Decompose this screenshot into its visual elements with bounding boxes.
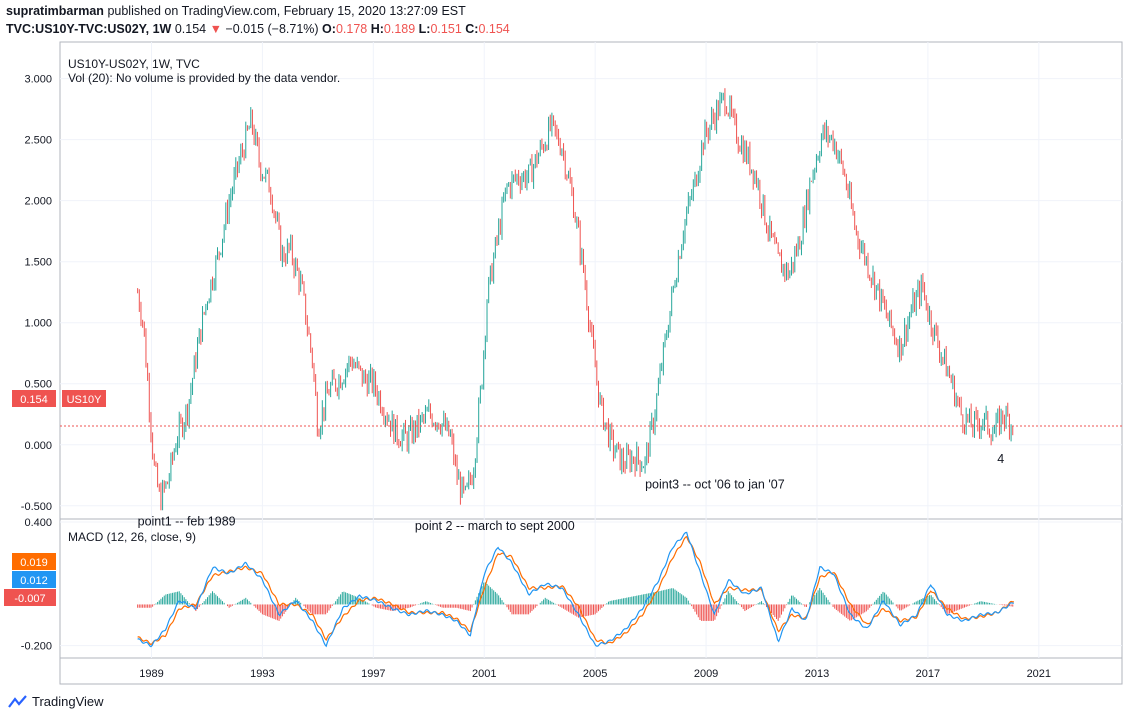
price-tick-label: 3.000 (24, 74, 52, 86)
main-legend-title: US10Y-US02Y, 1W, TVC (68, 57, 200, 71)
chart-annotation: 4 (997, 452, 1004, 466)
footer: TradingView (8, 694, 104, 709)
price-tick-label: 2.500 (24, 135, 52, 147)
price-tick-label: -0.500 (21, 501, 52, 513)
low-value: 0.151 (430, 22, 462, 36)
time-tick-label: 2001 (472, 668, 496, 680)
plot-frame (59, 41, 1123, 685)
high-value: 0.189 (383, 22, 416, 36)
chart-annotation: point1 -- feb 1989 (138, 514, 236, 528)
macd-value-badges: 0.019 0.012 -0.007 (4, 553, 56, 606)
open-label: O: (322, 22, 336, 36)
time-tick-label: 1993 (250, 668, 274, 680)
chart-annotation: point3 -- oct '06 to jan '07 (645, 478, 785, 492)
price-change: −0.015 (−8.71%) (225, 22, 319, 36)
last-price: 0.154 (174, 22, 207, 36)
time-tick-label: 2013 (805, 668, 829, 680)
current-price-symbol: US10Y (67, 394, 103, 406)
volume-note: Vol (20): No volume is provided by the d… (68, 71, 340, 85)
footer-brand[interactable]: TradingView (32, 694, 104, 709)
time-tick-label: 2017 (916, 668, 940, 680)
close-value: 0.154 (478, 22, 510, 36)
current-price-value: 0.154 (20, 394, 48, 406)
low-label: L: (418, 22, 431, 36)
time-tick-label: 2021 (1027, 668, 1051, 680)
signal-line (137, 535, 1014, 646)
down-arrow-icon: ▼ (209, 22, 222, 36)
published-text: published on TradingView.com, February 1… (107, 4, 466, 18)
close-label: C: (465, 22, 479, 36)
price-tick-label: 0.500 (24, 379, 52, 391)
current-price-badge: 0.154 US10Y (12, 390, 106, 407)
macd-line (137, 531, 1014, 648)
open-value: 0.178 (335, 22, 368, 36)
time-tick-label: 2009 (694, 668, 718, 680)
price-tick-label: 0.000 (24, 440, 52, 452)
signal-badge-value: 0.019 (20, 557, 48, 569)
publish-info: supratimbarman published on TradingView.… (6, 4, 466, 18)
symbol-info: TVC:US10Y-TVC:US02Y, 1W 0.154 ▼ −0.015 (… (6, 22, 510, 36)
macd-legend-title: MACD (12, 26, close, 9) (68, 530, 196, 544)
high-label: H: (370, 22, 384, 36)
macd-tick-label: -0.200 (21, 641, 52, 653)
histogram-badge-value: -0.007 (14, 593, 45, 605)
symbol-name: TVC:US10Y-TVC:US02Y, 1W (6, 22, 172, 36)
macd-tick-label: 0.400 (24, 517, 52, 529)
publisher-name[interactable]: supratimbarman (6, 4, 104, 18)
chart-annotation: point 2 -- march to sept 2000 (415, 519, 575, 533)
macd-badge-value: 0.012 (20, 575, 48, 587)
time-tick-label: 1989 (139, 668, 163, 680)
price-tick-label: 2.000 (24, 196, 52, 208)
price-tick-label: 1.000 (24, 318, 52, 330)
tradingview-logo-icon (8, 694, 27, 708)
time-tick-label: 2005 (583, 668, 607, 680)
time-tick-label: 1997 (361, 668, 385, 680)
price-tick-label: 1.500 (24, 257, 52, 269)
